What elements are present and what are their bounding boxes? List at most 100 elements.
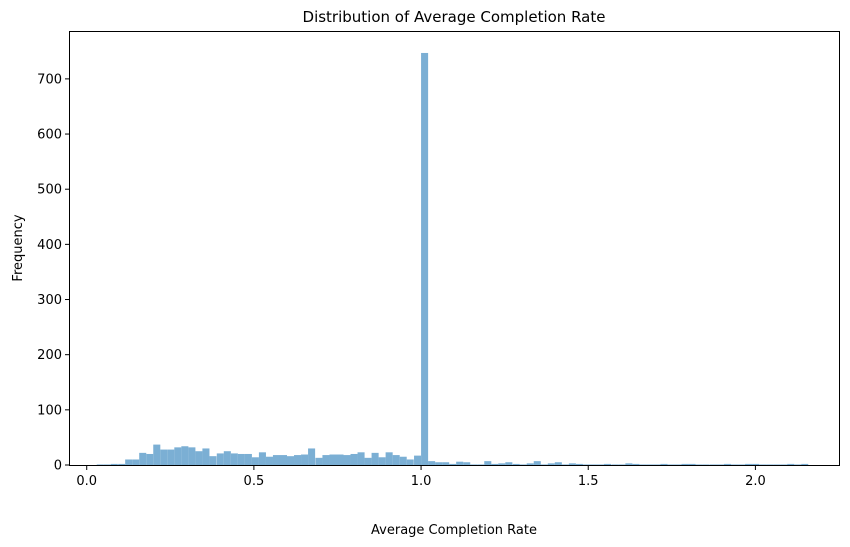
histogram-bar (223, 451, 231, 465)
histogram-bar (491, 463, 499, 465)
histogram-bar (202, 448, 210, 465)
histogram-bar (512, 463, 520, 465)
histogram-bar (554, 462, 562, 465)
x-tick-label: 2.0 (745, 474, 766, 489)
histogram-bar (378, 457, 386, 465)
x-tick-label: 0.5 (244, 474, 265, 489)
histogram-bar (745, 463, 753, 465)
histogram-bar (547, 463, 555, 465)
histogram-bar (463, 462, 471, 465)
histogram-bar (167, 449, 175, 465)
histogram-bar (723, 463, 732, 465)
histogram-bar (667, 464, 675, 465)
histogram-bar (632, 463, 640, 465)
histogram-bar (132, 459, 140, 465)
histogram-bar (244, 453, 252, 465)
histogram-bar (505, 462, 513, 465)
histogram-bar (674, 464, 682, 465)
histogram-bar (540, 464, 548, 465)
histogram-bar (336, 454, 344, 465)
histogram-bar (773, 464, 781, 465)
histogram-bar (125, 459, 133, 465)
histogram-bar (526, 463, 534, 465)
histogram-bar (787, 463, 795, 465)
histogram-bar (456, 461, 464, 465)
histogram-bar (230, 453, 238, 465)
histogram-bar (603, 463, 611, 465)
histogram-bar (801, 463, 809, 465)
histogram-bar (103, 464, 111, 465)
y-tick-label: 100 (37, 403, 62, 418)
x-tick-label: 1.0 (411, 474, 432, 489)
histogram-bar (258, 452, 266, 465)
histogram-bar (575, 463, 583, 465)
y-tick-label: 400 (37, 238, 62, 253)
histogram-bar (709, 464, 717, 465)
y-tick-label: 700 (37, 72, 62, 87)
histogram-bar (695, 464, 703, 465)
histogram-bar (435, 462, 443, 465)
histogram-bar (449, 463, 457, 465)
histogram-bar (484, 461, 492, 465)
histogram-bar (681, 463, 689, 465)
histogram-bar (343, 455, 351, 465)
histogram-bar (589, 464, 597, 465)
histogram-bar (294, 455, 302, 465)
histogram-bar (519, 464, 527, 465)
histogram-bar (209, 456, 217, 465)
histogram-bar (794, 464, 802, 465)
histogram-bar (315, 457, 323, 465)
histogram-bar (308, 448, 316, 465)
histogram-bar (160, 449, 168, 465)
histogram-bar (653, 464, 661, 465)
histogram-bar (406, 459, 414, 465)
histogram-bar (759, 464, 767, 465)
histogram-bar (639, 464, 647, 465)
histogram-bar (442, 462, 450, 465)
histogram-bar (364, 457, 372, 465)
histogram-bar (195, 451, 203, 465)
histogram-bar (533, 461, 541, 465)
histogram-bar (582, 464, 590, 465)
histogram-bar (688, 463, 696, 465)
y-tick-label: 200 (37, 348, 62, 363)
histogram-bar (153, 444, 161, 465)
bar-group (96, 52, 809, 466)
histogram-bar (350, 453, 358, 465)
histogram-bar (611, 464, 619, 465)
histogram-bar (428, 461, 436, 465)
histogram-bar (618, 464, 626, 465)
histogram-bar (414, 455, 422, 465)
histogram-bar (265, 456, 273, 465)
histogram-bar (301, 454, 309, 465)
histogram-bar (766, 464, 774, 465)
histogram-bar (716, 464, 725, 465)
x-axis-title: Average Completion Rate (371, 523, 537, 538)
histogram-bar (568, 463, 576, 465)
histogram-bar (96, 464, 104, 465)
histogram-bar (322, 455, 330, 465)
histogram-bar (251, 457, 259, 465)
histogram-bar (146, 453, 154, 465)
histogram-bar (181, 446, 189, 465)
y-axis-ticks: 0 100 200 300 400 500 600 700 (37, 72, 70, 474)
histogram-bar (272, 455, 280, 465)
histogram-bar (237, 453, 245, 465)
histogram-bar (174, 447, 182, 465)
histogram-bar (477, 464, 485, 465)
histogram-bar (738, 464, 746, 465)
histogram-bar (625, 463, 633, 465)
histogram-bar (371, 452, 379, 465)
histogram-bar (118, 463, 126, 465)
histogram-bar (188, 447, 196, 465)
y-tick-label: 500 (37, 183, 62, 198)
histogram-bar (392, 455, 400, 465)
histogram-bar (110, 463, 118, 465)
x-tick-label: 0.0 (76, 474, 97, 489)
histogram-bar (399, 456, 407, 465)
y-axis-title: Frequency (11, 214, 26, 281)
histogram-bar (357, 452, 365, 465)
x-tick-label: 1.5 (578, 474, 599, 489)
histogram-bar (596, 464, 604, 465)
